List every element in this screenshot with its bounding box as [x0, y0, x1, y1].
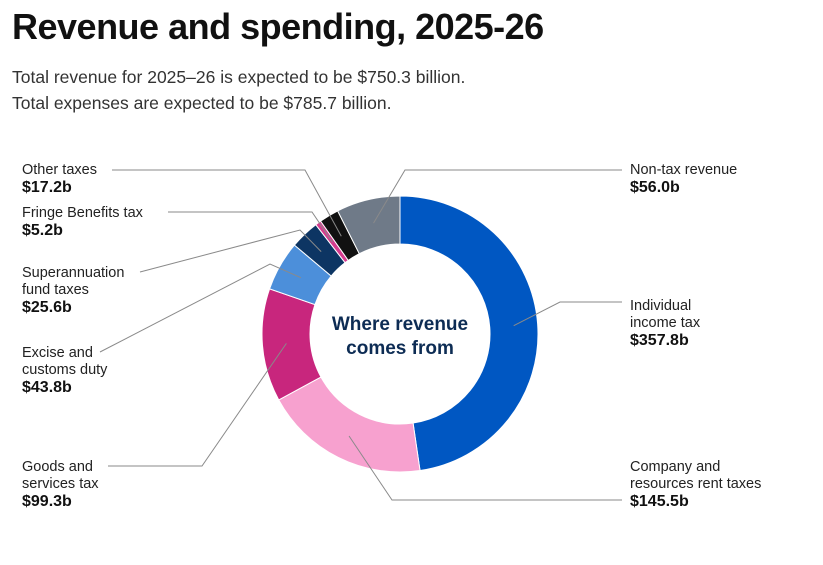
label-non-tax-revenue: Non-tax revenue $56.0b	[630, 162, 737, 196]
slice-company-and-resources-rent-taxes	[278, 376, 421, 473]
label-line: resources rent taxes	[630, 476, 761, 492]
label-superannuation-fund-taxes: Superannuation fund taxes $25.6b	[22, 265, 124, 316]
value-label: $357.8b	[630, 332, 689, 349]
label-line: fund taxes	[22, 282, 89, 298]
slice-labels: Individual income tax $357.8b Company and re…	[22, 162, 761, 510]
value-label: $145.5b	[630, 493, 689, 510]
leader-line-individual-income-tax	[513, 301, 622, 327]
center-label-line: Where revenue	[332, 314, 468, 335]
leader-line-superannuation-fund-taxes	[139, 229, 322, 273]
label-goods-and-services-tax: Goods and services tax $99.3b	[22, 459, 99, 510]
label-line: Excise and	[22, 345, 93, 361]
label-line: Individual	[630, 298, 691, 314]
label-line: customs duty	[22, 362, 108, 378]
slice-individual-income-tax	[399, 195, 539, 472]
subtitle-line-revenue: Total revenue for 2025–26 is expected to…	[12, 67, 466, 87]
subtitle: Total revenue for 2025–26 is expected to…	[12, 64, 465, 116]
label-line: services tax	[22, 476, 99, 492]
value-label: $5.2b	[22, 222, 63, 239]
leader-line-other-taxes	[112, 169, 342, 237]
center-label: Where revenue comes from	[332, 314, 468, 359]
leader-line-excise-and-customs-duty	[99, 263, 302, 353]
leader-line-goods-and-services-tax	[108, 343, 287, 467]
page-title: Revenue and spending, 2025-26	[12, 6, 544, 47]
leader-line-fringe-benefits-tax	[168, 211, 333, 243]
label-line: Non-tax revenue	[630, 162, 737, 178]
label-line: Goods and	[22, 459, 93, 475]
label-other-taxes: Other taxes $17.2b	[22, 162, 97, 196]
label-excise-and-customs-duty: Excise and customs duty $43.8b	[22, 345, 108, 396]
label-line: Other taxes	[22, 162, 97, 178]
label-line: Fringe Benefits tax	[22, 205, 144, 221]
leader-lines	[99, 169, 622, 501]
label-fringe-benefits-tax: Fringe Benefits tax $5.2b	[22, 205, 144, 239]
value-label: $56.0b	[630, 179, 680, 196]
label-line: Company and	[630, 459, 720, 475]
donut-slices	[261, 195, 539, 473]
value-label: $99.3b	[22, 493, 72, 510]
subtitle-line-expenses: Total expenses are expected to be $785.7…	[12, 93, 392, 113]
label-individual-income-tax: Individual income tax $357.8b	[630, 298, 701, 349]
leader-line-company-and-resources-rent-taxes	[348, 435, 622, 501]
value-label: $43.8b	[22, 379, 72, 396]
label-line: income tax	[630, 315, 701, 331]
slice-non-tax-revenue	[336, 195, 401, 255]
label-line: Superannuation	[22, 265, 124, 281]
leader-line-non-tax-revenue	[373, 169, 622, 224]
center-label-line: comes from	[346, 338, 454, 359]
label-company-and-resources-rent-taxes: Company and resources rent taxes $145.5b	[630, 459, 761, 510]
value-label: $17.2b	[22, 179, 72, 196]
value-label: $25.6b	[22, 299, 72, 316]
